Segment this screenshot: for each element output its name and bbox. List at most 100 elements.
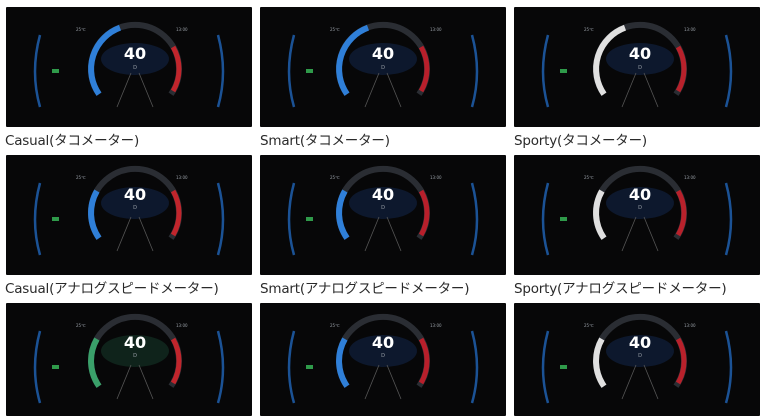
right-side-gauge <box>216 34 225 108</box>
cluster-graphic: 40 D 25℃ 13:00 <box>287 21 479 108</box>
speed-value: 40 <box>372 44 394 63</box>
gear-indicator: D <box>133 205 137 211</box>
redzone-arc <box>675 337 687 385</box>
left-side-gauge <box>33 330 42 404</box>
outside-temp: 25℃ <box>76 323 86 328</box>
glow-area <box>349 335 417 367</box>
gear-indicator: D <box>638 353 642 359</box>
cluster-sporty-speed: 40 D 25℃ 13:00 <box>514 155 760 275</box>
gauge-fill-arc <box>336 189 350 240</box>
outside-temp: 25℃ <box>584 27 594 32</box>
outside-temp: 25℃ <box>584 175 594 180</box>
outside-temp: 25℃ <box>76 27 86 32</box>
cluster-smart-tacho: 40 D 25℃ 13:00 <box>260 7 506 127</box>
gauge-fill-arc <box>593 337 607 388</box>
gear-indicator: D <box>381 205 385 211</box>
clock: 13:00 <box>430 175 442 180</box>
caption-sporty-tacho: Sporty(タコメーター) <box>514 133 647 149</box>
lane-lines <box>116 364 154 400</box>
eco-indicator <box>306 217 313 221</box>
redzone-arc <box>675 45 687 93</box>
gauge-fill-arc <box>88 24 122 96</box>
eco-indicator <box>52 69 59 73</box>
eco-indicator <box>52 365 59 369</box>
speed-value: 40 <box>629 185 651 204</box>
cluster-graphic: 40 D 25℃ 13:00 <box>33 313 225 404</box>
redzone-arc <box>418 337 430 385</box>
lane-lines <box>621 72 659 108</box>
outside-temp: 25℃ <box>76 175 86 180</box>
clock: 13:00 <box>430 27 442 32</box>
clock: 13:00 <box>176 175 188 180</box>
gauge-fill-arc <box>88 337 102 388</box>
left-side-gauge <box>541 182 550 256</box>
outside-temp: 25℃ <box>584 323 594 328</box>
speed-value: 40 <box>372 185 394 204</box>
glow-area <box>606 335 674 367</box>
clock: 13:00 <box>430 323 442 328</box>
redzone-arc <box>675 189 687 237</box>
caption-smart-speed: Smart(アナログスピードメーター) <box>260 281 470 297</box>
cluster-smart-eco: 40 D 25℃ 13:00 <box>260 303 506 416</box>
outside-temp: 25℃ <box>330 27 340 32</box>
gear-indicator: D <box>133 65 137 71</box>
lane-lines <box>364 216 402 252</box>
caption-sporty-speed: Sporty(アナログスピードメーター) <box>514 281 727 297</box>
left-side-gauge <box>287 182 296 256</box>
cluster-casual-eco: 40 D 25℃ 13:00 <box>6 303 252 416</box>
gear-indicator: D <box>381 65 385 71</box>
clock: 13:00 <box>176 323 188 328</box>
right-side-gauge <box>724 330 733 404</box>
outside-temp: 25℃ <box>330 323 340 328</box>
lane-lines <box>364 364 402 400</box>
speed-value: 40 <box>124 185 146 204</box>
lane-lines <box>116 72 154 108</box>
cluster-casual-speed: 40 D 25℃ 13:00 <box>6 155 252 275</box>
left-side-gauge <box>287 330 296 404</box>
gauge-fill-arc <box>593 24 627 96</box>
cluster-graphic: 40 D 25℃ 13:00 <box>287 165 479 256</box>
redzone-arc <box>418 45 430 93</box>
left-side-gauge <box>33 34 42 108</box>
cluster-casual-tacho: 40 D 25℃ 13:00 <box>6 7 252 127</box>
redzone-arc <box>418 189 430 237</box>
gear-indicator: D <box>133 353 137 359</box>
eco-indicator <box>560 217 567 221</box>
glow-area <box>101 335 169 367</box>
speed-value: 40 <box>372 333 394 352</box>
speed-value: 40 <box>124 44 146 63</box>
eco-indicator <box>306 365 313 369</box>
speed-value: 40 <box>629 333 651 352</box>
gauge-fill-arc <box>336 24 370 96</box>
lane-lines <box>621 364 659 400</box>
left-side-gauge <box>541 34 550 108</box>
speed-value: 40 <box>629 44 651 63</box>
glow-area <box>101 43 169 75</box>
outside-temp: 25℃ <box>330 175 340 180</box>
gear-indicator: D <box>638 65 642 71</box>
clock: 13:00 <box>176 27 188 32</box>
cluster-graphic: 40 D 25℃ 13:00 <box>541 313 733 404</box>
caption-smart-tacho: Smart(タコメーター) <box>260 133 390 149</box>
caption-casual-tacho: Casual(タコメーター) <box>5 133 140 149</box>
gauge-fill-arc <box>88 189 102 240</box>
right-side-gauge <box>724 34 733 108</box>
left-side-gauge <box>33 182 42 256</box>
left-side-gauge <box>287 34 296 108</box>
lane-lines <box>364 72 402 108</box>
lane-lines <box>116 216 154 252</box>
gauge-fill-arc <box>336 337 350 388</box>
clock: 13:00 <box>684 323 696 328</box>
eco-indicator <box>560 69 567 73</box>
redzone-arc <box>170 337 182 385</box>
redzone-arc <box>170 189 182 237</box>
cluster-graphic: 40 D 25℃ 13:00 <box>33 165 225 256</box>
redzone-arc <box>170 45 182 93</box>
right-side-gauge <box>470 330 479 404</box>
cluster-sporty-eco: 40 D 25℃ 13:00 <box>514 303 760 416</box>
glow-area <box>606 43 674 75</box>
glow-area <box>349 43 417 75</box>
caption-casual-speed: Casual(アナログスピードメーター) <box>5 281 219 297</box>
right-side-gauge <box>470 182 479 256</box>
gauge-fill-arc <box>593 189 607 240</box>
